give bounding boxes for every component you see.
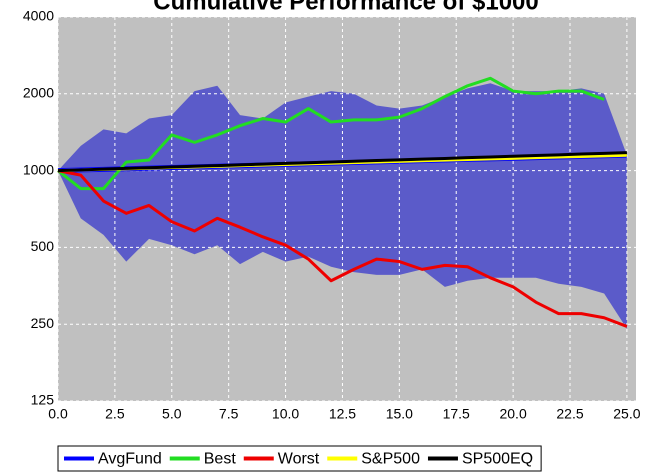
y-tick-label: 2000 [23,85,54,101]
chart-title: Cumulative Performance of $1000 [153,0,539,15]
legend-label: SP500EQ [462,451,533,468]
x-tick-label: 2.5 [105,406,125,422]
legend-label: AvgFund [98,451,162,468]
y-tick-label: 125 [31,392,55,408]
series-line [57,151,627,173]
x-tick-label: 15.0 [386,406,413,422]
y-tick-label: 1000 [23,161,54,177]
y-tick-label: 4000 [23,8,54,24]
legend-label: Worst [278,451,320,468]
x-tick-label: 10.0 [272,406,299,422]
x-tick-label: 5.0 [162,406,182,422]
legend-label: Best [204,451,237,468]
x-tick-label: 25.0 [613,406,640,422]
y-tick-label: 250 [31,315,55,331]
x-tick-label: 7.5 [219,406,239,422]
series-line [57,76,605,191]
x-tick-label: 22.5 [556,406,583,422]
x-tick-label: 20.0 [499,406,526,422]
y-tick-label: 500 [31,238,55,254]
series-line [57,169,628,328]
x-tick-label: 0.0 [48,406,68,422]
x-tick-label: 17.5 [443,406,470,422]
x-tick-label: 12.5 [329,406,356,422]
legend-box [57,445,542,472]
legend-label: S&P500 [361,451,420,468]
